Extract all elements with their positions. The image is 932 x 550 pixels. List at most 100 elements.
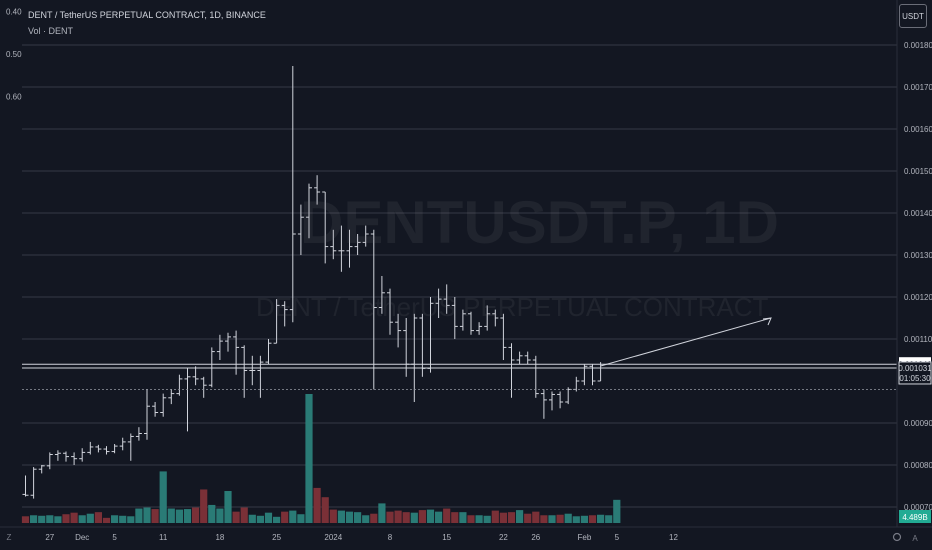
ohlc-bar bbox=[38, 465, 45, 474]
time-axis-tick-label: 11 bbox=[159, 533, 168, 542]
ohlc-bar bbox=[322, 191, 329, 264]
volume-bar bbox=[305, 394, 313, 523]
ohlc-bar bbox=[338, 225, 345, 272]
ohlc-bar bbox=[468, 311, 474, 335]
ohlc-bar bbox=[103, 446, 110, 455]
volume-bar bbox=[46, 515, 54, 523]
ohlc-bar bbox=[30, 467, 37, 499]
ohlc-bar bbox=[168, 389, 175, 405]
trend-arrow-line bbox=[600, 317, 772, 367]
volume-bar bbox=[232, 511, 240, 523]
watermark-symbol: DENTUSDT.P, 1D bbox=[300, 189, 780, 256]
ohlc-bar bbox=[581, 364, 588, 386]
ohlc-bar bbox=[459, 309, 466, 331]
trend-arrow-drawing[interactable] bbox=[600, 317, 772, 367]
ohlc-bar bbox=[184, 368, 191, 432]
ohlc-bar bbox=[476, 322, 483, 335]
ohlc-bar bbox=[378, 276, 385, 314]
volume-bar bbox=[94, 512, 102, 523]
volume-bar bbox=[102, 517, 111, 523]
time-axis-tick-label: 5 bbox=[615, 533, 620, 542]
volume-label: 4.489B bbox=[902, 513, 927, 522]
ohlc-bar bbox=[370, 229, 377, 390]
ohlc-bar bbox=[273, 299, 280, 344]
volume-bar bbox=[410, 512, 418, 523]
ohlc-bar bbox=[176, 374, 183, 396]
volume-indicator-label[interactable]: Vol · DENT bbox=[28, 26, 74, 36]
volume-bar bbox=[159, 471, 167, 523]
volume-bar bbox=[524, 513, 532, 523]
currency-button[interactable]: USDT bbox=[899, 4, 927, 28]
volume-bar bbox=[70, 512, 78, 523]
volume-bar bbox=[337, 510, 345, 523]
right-axis-tick-label: 0.000700 bbox=[904, 503, 932, 512]
volume-bar bbox=[224, 491, 232, 523]
ohlc-bar bbox=[127, 433, 134, 461]
ohlc-bar bbox=[119, 437, 126, 451]
volume-bar bbox=[435, 511, 443, 523]
ohlc-bar bbox=[63, 451, 69, 462]
ohlc-bar bbox=[451, 297, 458, 339]
countdown-label-bg bbox=[898, 361, 932, 385]
time-axis-tick-label: 18 bbox=[215, 533, 224, 542]
volume-bar bbox=[354, 512, 362, 523]
volume-bar bbox=[175, 509, 183, 523]
volume-bar bbox=[240, 507, 248, 523]
ohlc-bar bbox=[111, 444, 118, 454]
volume-bar bbox=[556, 514, 564, 523]
volume-bar bbox=[200, 489, 208, 523]
left-axis-tick-label: 0.60 bbox=[6, 93, 22, 102]
grid-lines bbox=[22, 44, 897, 508]
ohlc-bar bbox=[233, 330, 240, 375]
volume-bar bbox=[264, 512, 273, 523]
left-axis-tick-label: 0.40 bbox=[6, 7, 22, 16]
volume-bar bbox=[345, 511, 354, 523]
countdown-price-label: 0.001031 bbox=[898, 364, 932, 373]
ohlc-bar bbox=[419, 313, 426, 377]
symbol-title[interactable]: DENT / TetherUS PERPETUAL CONTRACT, 1D, … bbox=[28, 10, 266, 20]
volume-bar bbox=[86, 513, 94, 523]
ohlc-bar bbox=[565, 387, 572, 405]
volume-bar bbox=[605, 515, 613, 523]
volume-bar bbox=[111, 515, 119, 523]
volume-bar bbox=[516, 510, 524, 523]
auto-scale-icon: A bbox=[912, 534, 918, 543]
volume-bar bbox=[572, 516, 580, 523]
time-axis-tick-label: 25 bbox=[272, 533, 281, 542]
left-axis-tick-label: 0.50 bbox=[6, 50, 22, 59]
ohlc-bar bbox=[540, 389, 547, 419]
time-axis-tick-label: 5 bbox=[112, 533, 117, 542]
ohlc-bar bbox=[257, 355, 264, 398]
volume-bar bbox=[281, 511, 289, 523]
time-axis[interactable]: 27 Dec 5 11 18 25 2024 8 15 22 26 Feb 5 12 Z A bbox=[0, 526, 932, 550]
ohlc-bar bbox=[281, 301, 288, 327]
ohlc-bar bbox=[152, 402, 159, 417]
ohlc-bar bbox=[225, 332, 231, 352]
volume-bar bbox=[362, 515, 370, 523]
ohlc-bar bbox=[265, 339, 272, 365]
ohlc-bar bbox=[524, 351, 531, 365]
ohlc-bar bbox=[387, 288, 393, 335]
time-axis-tick-label: 8 bbox=[388, 533, 393, 542]
volume-bar bbox=[597, 514, 605, 523]
time-axis-bg bbox=[0, 527, 932, 550]
timezone-icon: Z bbox=[7, 533, 12, 542]
ohlc-bar bbox=[144, 389, 150, 440]
volume-bar bbox=[183, 509, 192, 523]
volume-bar bbox=[451, 512, 459, 523]
ohlc-bar bbox=[532, 355, 539, 398]
trend-arrow-head bbox=[762, 317, 772, 326]
volume-bar bbox=[62, 514, 70, 523]
ohlc-bar bbox=[314, 175, 321, 205]
